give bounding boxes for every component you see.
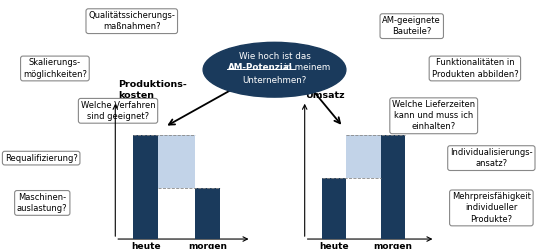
Text: Requalifizierung?: Requalifizierung?: [5, 154, 77, 163]
Text: AM-Potenzial: AM-Potenzial: [228, 63, 293, 72]
Text: Skalierungs-
möglichkeiten?: Skalierungs- möglichkeiten?: [23, 59, 87, 78]
Bar: [381, 135, 405, 239]
Text: Funktionalitäten in
Produkten abbilden?: Funktionalitäten in Produkten abbilden?: [432, 59, 518, 78]
Text: Welche Lieferzeiten
kann und muss ich
einhalten?: Welche Lieferzeiten kann und muss ich ei…: [392, 100, 475, 131]
Text: Maschinen-
auslastung?: Maschinen- auslastung?: [17, 193, 68, 213]
Text: Produktions-
kosten: Produktions- kosten: [118, 80, 187, 100]
Text: Wie hoch ist das: Wie hoch ist das: [239, 52, 310, 61]
Ellipse shape: [203, 42, 346, 97]
Text: Umsatz: Umsatz: [305, 91, 344, 100]
Text: Welche Verfahren
sind geeignet?: Welche Verfahren sind geeignet?: [81, 101, 155, 121]
Text: in meinem: in meinem: [284, 63, 330, 72]
Text: Individualisierungs-
ansatz?: Individualisierungs- ansatz?: [450, 148, 533, 168]
Text: morgen: morgen: [188, 242, 227, 249]
Bar: [195, 188, 220, 239]
Text: morgen: morgen: [373, 242, 412, 249]
Text: heute: heute: [319, 242, 349, 249]
Text: Mehrpreisfähigkeit
individueller
Produkte?: Mehrpreisfähigkeit individueller Produkt…: [452, 192, 531, 224]
Text: Unternehmen?: Unternehmen?: [242, 76, 307, 85]
Bar: [346, 135, 381, 178]
Text: Qualitätssicherungs-
maßnahmen?: Qualitätssicherungs- maßnahmen?: [88, 11, 175, 31]
Bar: [322, 178, 346, 239]
Bar: [133, 135, 158, 239]
Bar: [158, 135, 195, 188]
Text: heute: heute: [131, 242, 160, 249]
Text: AM-geeignete
Bauteile?: AM-geeignete Bauteile?: [382, 16, 441, 36]
